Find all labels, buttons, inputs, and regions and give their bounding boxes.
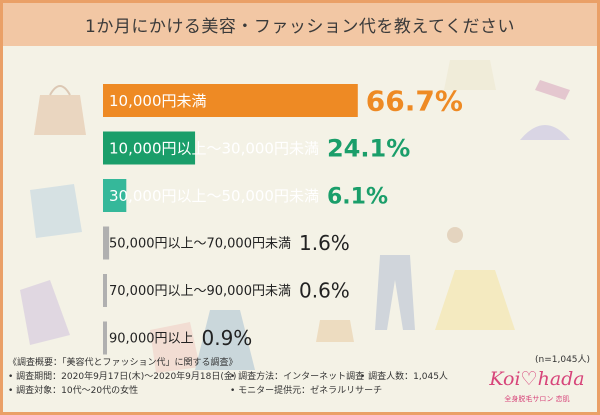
bar-4 [103, 226, 110, 260]
category-label-2: 10,000円以上～30,000円未満 [109, 139, 319, 157]
survey-overview: 《調査概要：「美容代とファッション代」に関する調査》 [8, 358, 238, 368]
hat-icon [520, 125, 570, 140]
bar-6 [103, 321, 107, 355]
value-label-1: 66.7% [366, 85, 463, 118]
bar-5 [103, 274, 107, 307]
value-label-3: 6.1% [327, 184, 388, 209]
logo-subtext: 全身脱毛サロン 恋肌 [504, 395, 570, 403]
category-label-5: 70,000円以上～90,000円未満 [109, 284, 291, 299]
tote-icon [30, 184, 82, 238]
category-label-6: 90,000円以上 [109, 332, 194, 347]
logo-text: Koi♡hada [489, 368, 585, 390]
watch-icon [447, 227, 463, 243]
shirt-icon [150, 322, 200, 373]
bar-2 [103, 131, 196, 165]
bar-1 [103, 84, 358, 117]
survey-footer: 《調査概要：「美容代とファッション代」に関する調査》 • 調査期間：2020年9… [8, 356, 448, 398]
purse-icon [316, 320, 354, 342]
value-label-4: 1.6% [299, 231, 350, 255]
dress-icon [20, 280, 70, 345]
category-label-3: 30,000円以上～50,000円未満 [109, 187, 319, 205]
bag-icon [34, 95, 86, 135]
category-label-4: 50,000円以上～70,000円未満 [109, 237, 291, 252]
brand-logo: Koi♡hada 全身脱毛サロン 恋肌 [482, 368, 592, 406]
value-label-2: 24.1% [327, 135, 410, 163]
survey-target: • 調査対象：10代～20代の女性 [8, 386, 139, 396]
survey-provider: • モニター提供元：ゼネラルリサーチ [230, 386, 383, 396]
title-bar [0, 0, 600, 46]
jeans-icon [375, 255, 415, 330]
sandal-icon [535, 80, 570, 100]
chart-title: 1か月にかける美容・ファッション代を教えてください [85, 17, 515, 37]
skirt-icon [435, 270, 515, 330]
bar-3 [103, 179, 127, 212]
dress2-icon [195, 310, 255, 370]
survey-count: • 調査人数：1,045人 [360, 372, 448, 382]
sample-size-note: (n=1,045人) [535, 355, 591, 365]
value-label-6: 0.9% [202, 326, 253, 350]
value-label-5: 0.6% [299, 279, 350, 303]
survey-method: • 調査方法：インターネット調査 [230, 372, 365, 382]
category-label-1: 10,000円未満 [109, 92, 207, 110]
survey-period: • 調査期間：2020年9月17日(木)～2020年9月18日(金) [8, 372, 237, 382]
top-icon [444, 60, 496, 90]
